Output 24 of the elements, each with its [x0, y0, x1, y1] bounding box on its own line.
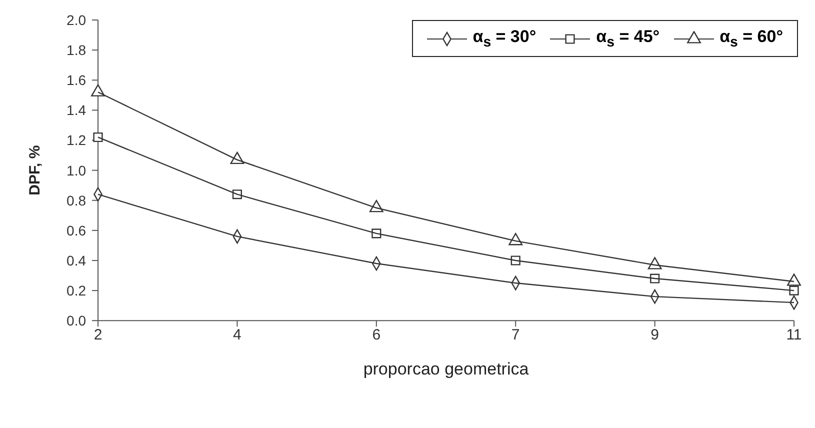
x-tick-label: 6 — [372, 326, 381, 344]
y-tick-label: 0.8 — [66, 192, 86, 208]
y-tick-label: 0.6 — [66, 222, 86, 238]
x-tick-label: 11 — [786, 326, 802, 344]
y-tick-label: 1.0 — [66, 162, 86, 178]
point — [789, 286, 799, 296]
x-tick-label: 2 — [94, 326, 102, 344]
x-tick-label: 4 — [233, 326, 242, 344]
y-tick-label: 0.2 — [66, 282, 86, 299]
y-tick-label: 1.6 — [66, 72, 86, 88]
y-tick-label: 1.2 — [66, 132, 86, 148]
x-tick-label: 7 — [511, 326, 520, 344]
legend-label: α$_{s}$ = 60° — [720, 27, 783, 50]
y-tick-label: 1.4 — [66, 102, 86, 118]
point — [93, 132, 103, 142]
y-tick-label: 0.0 — [66, 312, 86, 329]
y-tick-label: 1.8 — [66, 42, 86, 58]
x-axis-title: proporcao geometrica — [363, 360, 530, 379]
legend-label: α$_{s}$ = 30° — [472, 27, 536, 50]
y-tick-label: 2.0 — [66, 12, 86, 28]
x-tick-label: 9 — [650, 326, 659, 344]
y-axis-title: DPF, % — [26, 145, 44, 196]
y-tick-label: 0.4 — [66, 252, 86, 268]
legend-label: α$_{s}$ = 45° — [596, 27, 660, 50]
